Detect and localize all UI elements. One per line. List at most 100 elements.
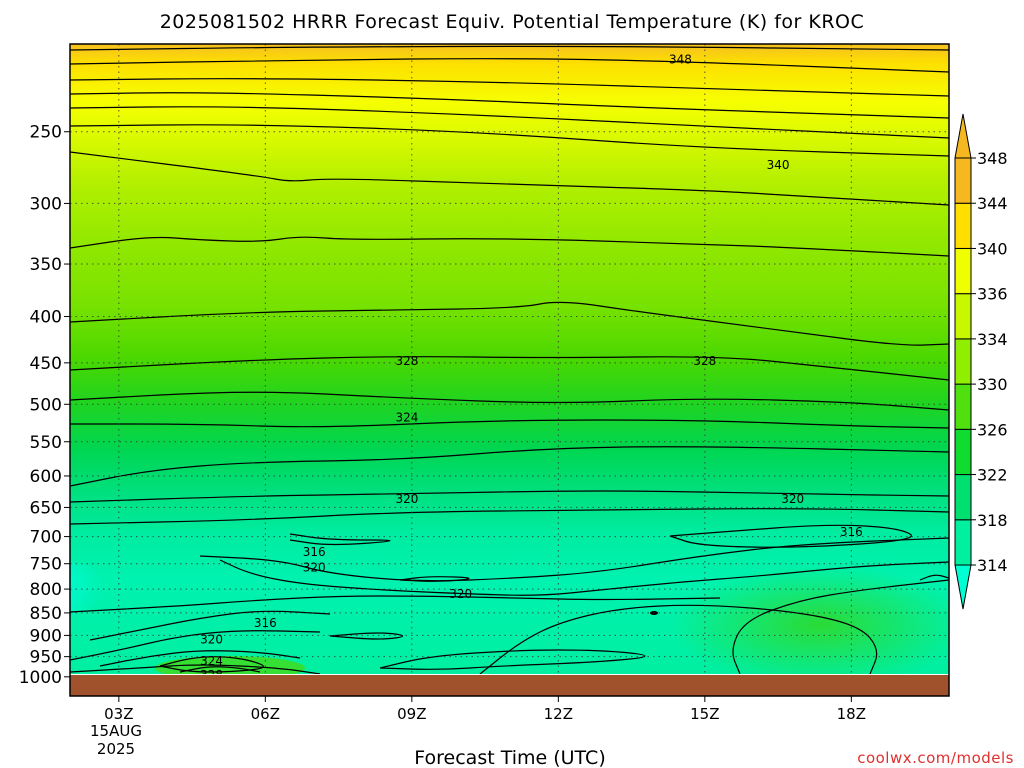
colorbar-tick-label: 348	[977, 149, 1008, 168]
contour-label-text: 324	[200, 654, 223, 668]
contour-line	[289, 533, 391, 546]
contour-line	[70, 630, 321, 661]
contour-label: 320	[449, 587, 472, 601]
x-tick-label: 03Z	[104, 705, 133, 723]
contour-label: 320	[395, 492, 418, 506]
credit-text: coolwx.com/models	[857, 749, 1014, 767]
y-tick-label: 450	[30, 354, 62, 374]
colorbar-segment	[954, 247, 972, 295]
contour-label: 324	[395, 410, 418, 424]
contour-line	[329, 632, 404, 640]
colorbar-segment	[954, 519, 972, 566]
y-tick-label: 700	[30, 528, 62, 548]
colorbar-tick-label: 330	[977, 375, 1008, 394]
contour-line	[70, 58, 949, 73]
y-tick-label: 800	[30, 580, 62, 600]
contour-label-text: 320	[200, 633, 223, 647]
colorbar-segment	[954, 474, 972, 521]
contour-line	[70, 446, 949, 487]
contour-label-text: 328	[693, 354, 716, 368]
y-tick-label: 850	[30, 604, 62, 624]
contour-line	[479, 604, 878, 674]
contour-line	[70, 301, 949, 346]
contour-line	[89, 610, 331, 641]
gridlines	[70, 44, 949, 674]
colorbar-segment	[954, 428, 972, 476]
colorbar-tick-label: 326	[977, 420, 1008, 439]
y-tick-label: 950	[30, 648, 62, 668]
contour-line	[159, 656, 264, 673]
y-tick-label: 600	[30, 467, 62, 487]
chart-title: 2025081502 HRRR Forecast Equiv. Potentia…	[160, 11, 865, 33]
contour-label: 340	[767, 158, 790, 172]
contour-line	[919, 574, 949, 581]
contour-line	[70, 490, 949, 503]
contour-label: 316	[303, 545, 326, 559]
colorbar-tick-label: 318	[977, 511, 1008, 530]
y-tick-label: 650	[30, 498, 62, 518]
colorbar-tick-label: 334	[977, 330, 1008, 349]
contour-line	[179, 666, 261, 673]
contour-line	[70, 78, 949, 97]
contour-line	[70, 92, 949, 119]
contour-label-text: 328	[200, 668, 223, 682]
pressure-axis: 2503003504004505005506006507007508008509…	[19, 123, 70, 688]
y-tick-label: 750	[30, 555, 62, 575]
contour-label: 328	[395, 354, 418, 368]
contour-label: 328	[693, 354, 716, 368]
contour-label-text: 316	[254, 616, 277, 630]
x-tick-label: 06Z	[251, 705, 280, 723]
x-year-label: 2025	[97, 740, 135, 758]
contour-label-text: 316	[840, 525, 863, 539]
colorbar-segment	[954, 383, 972, 430]
contour-label: 316	[840, 525, 863, 539]
contour-label-text: 328	[395, 354, 418, 368]
colorbar-tick-label: 340	[977, 239, 1008, 258]
contour-line	[70, 151, 949, 206]
x-tick-label: 15Z	[690, 705, 719, 723]
y-tick-label: 900	[30, 626, 62, 646]
contour-label-text: 320	[303, 560, 326, 574]
contour-line	[70, 45, 949, 51]
contour-line	[219, 559, 949, 596]
contour-label: 328	[200, 668, 223, 682]
contour-label-text: 320	[449, 587, 472, 601]
x-date-label: 15AUG	[90, 722, 142, 740]
contour-lines	[70, 45, 949, 674]
contour-line	[99, 650, 301, 667]
cyan-region	[70, 562, 104, 614]
ground	[70, 675, 949, 696]
plot-frame	[69, 43, 950, 697]
contour-label-text: 316	[303, 545, 326, 559]
contour-label: 320	[781, 492, 804, 506]
contour-line	[70, 508, 949, 525]
y-tick-label: 300	[30, 194, 62, 214]
contour-line	[70, 356, 949, 381]
contour-line	[70, 419, 949, 429]
colorbar-segment	[954, 338, 972, 385]
y-tick-label: 1000	[19, 668, 62, 688]
green-region	[670, 565, 949, 674]
y-tick-label: 550	[30, 433, 62, 453]
contour-line	[70, 595, 721, 613]
x-tick-label: 18Z	[837, 705, 866, 723]
contour-label: 320	[303, 560, 326, 574]
contour-label-text: 320	[781, 492, 804, 506]
y-tick-label: 250	[30, 123, 62, 143]
colorbar-extend-max	[954, 113, 972, 159]
contour-label-text: 348	[669, 52, 692, 66]
contour-line	[399, 576, 470, 582]
contour-label: 320	[200, 633, 223, 647]
x-axis-label: Forecast Time (UTC)	[414, 747, 605, 768]
colorbar-extend-min	[954, 564, 972, 610]
colorbar-segment	[954, 293, 972, 340]
contour-label: 348	[669, 52, 692, 66]
contour-line	[70, 391, 949, 411]
contour-label-text: 320	[395, 492, 418, 506]
contour-line	[732, 579, 949, 674]
contour-label-text: 340	[767, 158, 790, 172]
y-tick-label: 350	[30, 255, 62, 275]
x-tick-label: 09Z	[397, 705, 426, 723]
